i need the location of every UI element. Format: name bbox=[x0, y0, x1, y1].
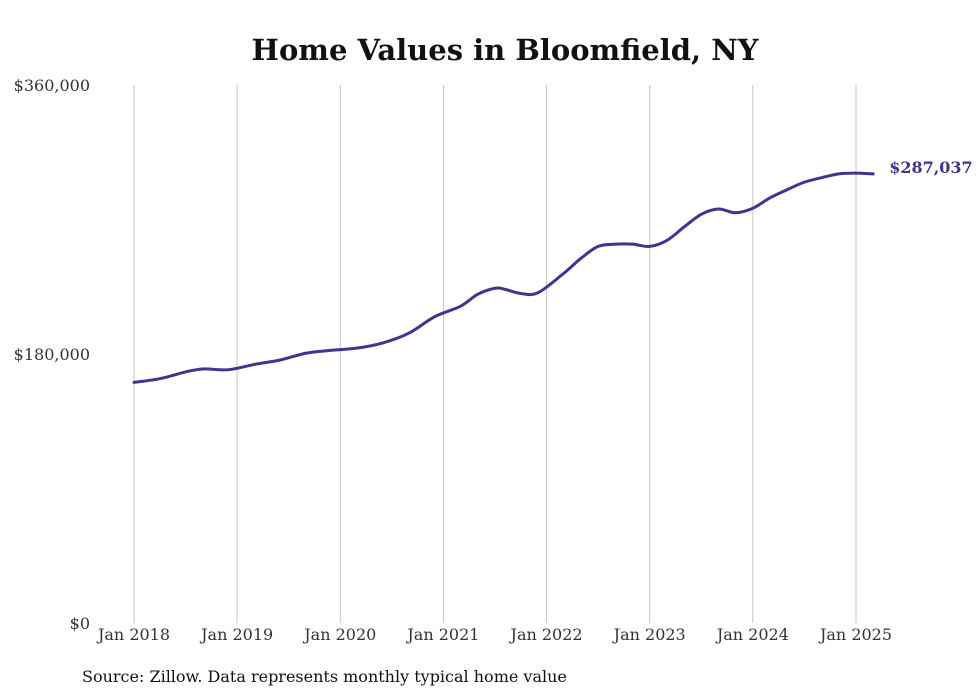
x-tick-label: Jan 2018 bbox=[96, 625, 170, 644]
y-tick-label: $360,000 bbox=[14, 76, 90, 95]
source-note: Source: Zillow. Data represents monthly … bbox=[82, 667, 567, 686]
x-tick-label: Jan 2025 bbox=[818, 625, 892, 644]
series-line bbox=[132, 171, 875, 384]
series-layer: $287,037 bbox=[132, 158, 973, 384]
chart-title: Home Values in Bloomfield, NY bbox=[252, 33, 759, 67]
x-tick-label: Jan 2020 bbox=[302, 625, 376, 644]
x-tick-label: Jan 2022 bbox=[509, 625, 583, 644]
y-tick-label: $180,000 bbox=[14, 345, 90, 364]
x-axis: Jan 2018 Jan 2019 Jan 2020 Jan 2021 Jan 2022… bbox=[96, 625, 892, 644]
grid bbox=[133, 85, 857, 623]
x-tick-label: Jan 2019 bbox=[199, 625, 273, 644]
end-value-label: $287,037 bbox=[889, 158, 973, 177]
y-tick-label: $0 bbox=[70, 614, 90, 633]
x-tick-label: Jan 2024 bbox=[715, 625, 789, 644]
y-axis: $0 $180,000 $360,000 bbox=[14, 76, 90, 633]
x-tick-label: Jan 2021 bbox=[405, 625, 479, 644]
x-tick-label: Jan 2023 bbox=[612, 625, 686, 644]
chart-canvas: Home Values in Bloomfield, NY $0 $180,000… bbox=[14, 33, 973, 644]
